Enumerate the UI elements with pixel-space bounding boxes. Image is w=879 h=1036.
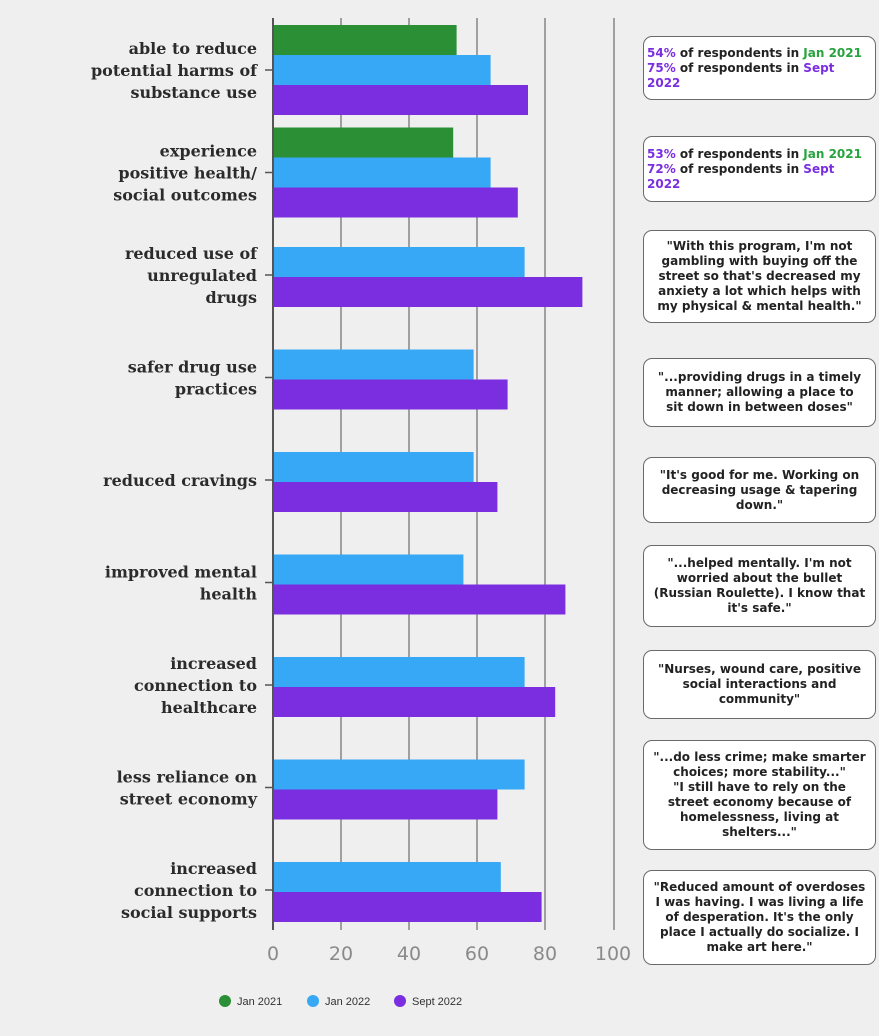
quote-text: "...helped mentally. I'm not worried abo… xyxy=(653,556,866,615)
stat-note: 53% of respondents in Jan 2021 72% of res… xyxy=(643,136,876,202)
bar-jan-2021 xyxy=(273,127,454,158)
legend-label: Jan 2022 xyxy=(325,996,370,1008)
bar-sept-2022 xyxy=(273,892,542,922)
legend-marker-sept-2022 xyxy=(394,995,406,1007)
stat-line: 75% of respondents in Sept 2022 xyxy=(647,60,835,90)
quote-note: "Nurses, wound care, positive social int… xyxy=(643,650,876,719)
x-tick-label: 0 xyxy=(267,943,279,965)
bar-jan-2022 xyxy=(273,247,525,277)
x-tick-label: 60 xyxy=(465,943,489,965)
bar-jan-2022 xyxy=(273,554,464,585)
category-label: increased connection to social supports xyxy=(121,859,257,922)
x-tick-label: 100 xyxy=(595,943,631,965)
quote-text: "...do less crime; make smarter choices;… xyxy=(653,750,866,839)
bar-sept-2022 xyxy=(273,584,566,615)
bar-jan-2022 xyxy=(273,862,501,892)
bar-sept-2022 xyxy=(273,789,498,820)
stat-line: 53% of respondents in Jan 2021 xyxy=(647,146,862,161)
quote-note: "With this program, I'm not gambling wit… xyxy=(643,230,876,323)
bar-jan-2022 xyxy=(273,349,474,380)
quote-note: "Reduced amount of overdoses I was havin… xyxy=(643,870,876,965)
stat-line: 72% of respondents in Sept 2022 xyxy=(647,161,835,191)
bar-jan-2022 xyxy=(273,657,525,687)
bar-sept-2022 xyxy=(273,687,556,717)
category-label: less reliance on street economy xyxy=(117,768,258,809)
bar-sept-2022 xyxy=(273,482,498,512)
bar-sept-2022 xyxy=(273,85,528,115)
category-label: increased connection to healthcare xyxy=(134,654,257,717)
quote-text: "Nurses, wound care, positive social int… xyxy=(657,662,861,706)
legend-label: Jan 2021 xyxy=(237,996,282,1008)
bar-jan-2021 xyxy=(273,25,457,55)
legend-label: Sept 2022 xyxy=(412,996,462,1008)
stat-line: 54% of respondents in Jan 2021 xyxy=(647,45,862,60)
category-label: improved mental health xyxy=(105,563,257,604)
bar-jan-2022 xyxy=(273,759,525,790)
category-label: able to reduce potential harms of substanc… xyxy=(91,39,258,102)
bar-sept-2022 xyxy=(273,277,583,307)
x-tick-label: 20 xyxy=(329,943,353,965)
quote-note: "...providing drugs in a timely manner; … xyxy=(643,358,876,427)
bar-sept-2022 xyxy=(273,187,518,218)
category-label: safer drug use practices xyxy=(128,358,257,399)
bar-jan-2022 xyxy=(273,452,474,482)
bar-jan-2022 xyxy=(273,157,491,188)
quote-note: "It's good for me. Working on decreasing… xyxy=(643,457,876,523)
legend-marker-jan-2021 xyxy=(219,995,231,1007)
category-label: reduced cravings xyxy=(103,471,257,490)
quote-text: "...providing drugs in a timely manner; … xyxy=(657,370,862,414)
quote-note: "...do less crime; make smarter choices;… xyxy=(643,740,876,850)
quote-text: "Reduced amount of overdoses I was havin… xyxy=(653,880,866,954)
x-tick-label: 80 xyxy=(533,943,557,965)
category-label: experience positive health/social outcome… xyxy=(113,142,257,205)
quote-note: "...helped mentally. I'm not worried abo… xyxy=(643,545,876,627)
x-tick-label: 40 xyxy=(397,943,421,965)
category-label: reduced use of unregulated drugs xyxy=(125,244,258,307)
bar-jan-2022 xyxy=(273,55,491,85)
legend-marker-jan-2022 xyxy=(307,995,319,1007)
bar-sept-2022 xyxy=(273,379,508,410)
quote-text: "With this program, I'm not gambling wit… xyxy=(657,239,862,313)
quote-text: "It's good for me. Working on decreasing… xyxy=(659,467,860,512)
stat-note: 54% of respondents in Jan 2021 75% of res… xyxy=(643,36,876,100)
